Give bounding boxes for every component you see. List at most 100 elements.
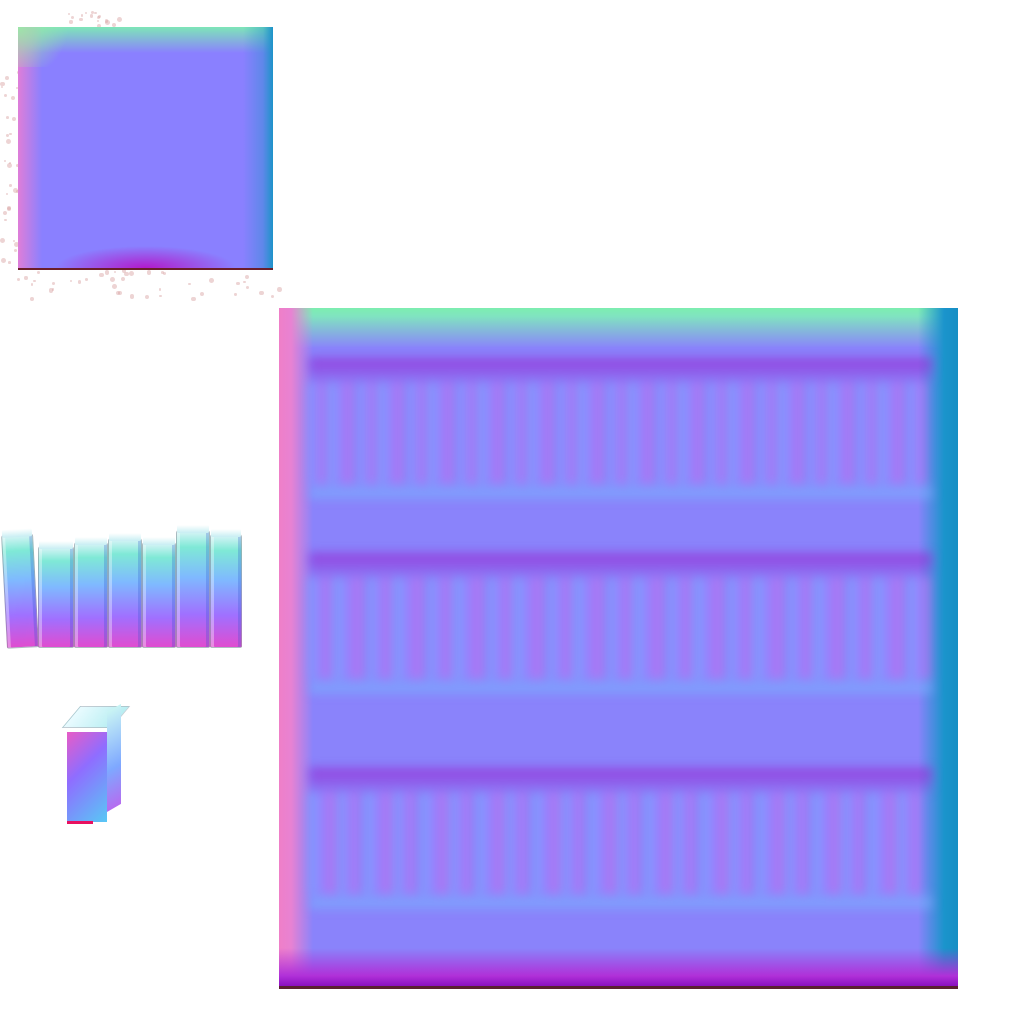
speckle-dot [0,238,6,244]
book-spine [579,382,602,484]
speckle-dot [129,294,135,299]
speckle-dot [33,280,36,283]
book-spine [479,382,502,484]
book-spine [334,577,362,679]
speckle-dot [99,272,104,277]
speckle-dot [79,17,83,22]
book-spine [843,792,862,894]
book-spine [757,792,783,894]
small-tile-speckles [0,10,290,310]
speckle-dot [6,163,12,169]
small-tile-corner-highlight [18,27,78,67]
speckle-dot [30,297,35,301]
speckle-dot [8,161,11,164]
speckle-dot [115,290,121,295]
book-spine [459,382,475,484]
single-book [61,703,131,824]
book-spine [339,792,358,894]
book-spine [679,382,702,484]
book-spine [365,792,391,894]
standing-books-row [1,518,242,656]
speckle-dot [159,295,162,298]
shelf-row [309,358,932,498]
speckle-dot [234,293,237,296]
speckle-dot [48,288,53,293]
speckle-dot [113,270,117,274]
speckle-dot [16,189,20,193]
book-spine [477,792,503,894]
book-spine [619,792,638,894]
book-spine [729,382,752,484]
book-spine [869,792,895,894]
speckle-dot [51,288,55,291]
book-spine [549,577,570,679]
speckle-dot [10,96,15,101]
speckle-dot [7,207,12,212]
speckle-dot [116,16,122,22]
book-spine [849,577,870,679]
book-spine [754,577,782,679]
book-spine [731,792,750,894]
book [74,537,108,648]
speckle-dot [110,276,115,282]
speckle-dot [104,270,110,276]
book-spine [395,792,414,894]
book-spine [759,382,775,484]
speckle-dot [9,183,13,187]
speckle-dot [69,20,73,24]
speckle-dot [191,296,196,302]
speckle-dot [14,249,18,253]
speckle-dot [90,10,95,14]
book [108,533,142,648]
speckle-dot [77,280,82,284]
speckle-dot [271,294,275,298]
speckle-dot [111,284,117,289]
speckle-dot [4,94,8,98]
book-spine [629,382,652,484]
speckle-dot [97,24,102,29]
book-spine [909,577,930,679]
speckle-dot [5,193,8,196]
speckle-dot [15,164,19,167]
book-spine [589,792,615,894]
speckle-dot [105,20,110,25]
speckle-dot [94,11,97,14]
book-spine [675,792,694,894]
speckle-dot [96,16,100,19]
speckle-dot [13,241,19,247]
speckle-dot [123,271,129,277]
book-spine [645,792,671,894]
book-spine [309,792,335,894]
book-spine [529,382,552,484]
speckle-dot [121,268,127,273]
book-spine [634,577,662,679]
speckle-dot [144,295,149,300]
book-spine [309,577,330,679]
book-spine [489,577,510,679]
book-spine [509,382,525,484]
book-spine [533,792,559,894]
book-spine [779,382,802,484]
speckle-dot [70,279,73,282]
book-spine [409,382,425,484]
shelf-row [309,768,932,908]
book-spine [574,577,602,679]
book-spine [507,792,526,894]
speckle-dot [4,160,7,163]
speckle-dot [209,278,215,283]
speckle-dot [244,274,250,280]
speckle-dot [158,288,162,291]
speckle-dot [24,276,28,280]
speckle-dot [9,132,12,136]
small-square-normal-tile [18,27,273,270]
speckle-dot [6,139,12,145]
book-spine [829,382,852,484]
speckle-dot [199,291,205,297]
book-spine [859,382,875,484]
book-spine [394,577,422,679]
speckle-dot [120,276,126,281]
speckle-dot [236,281,240,285]
shelf-row [309,553,932,693]
book-spine [609,577,630,679]
speckle-dot [11,116,17,121]
